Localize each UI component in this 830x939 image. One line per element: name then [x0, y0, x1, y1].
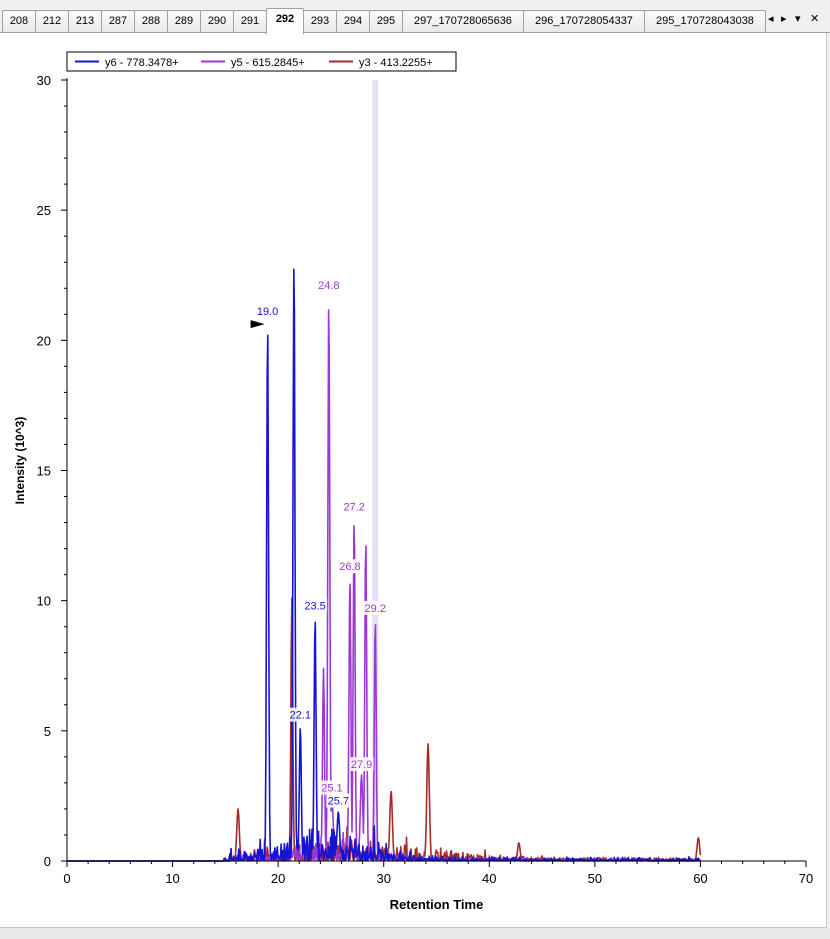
y-tick-label: 30	[37, 73, 51, 88]
tab-296_170728054337[interactable]: 296_170728054337	[523, 10, 645, 32]
y-tick-label: 20	[37, 333, 51, 348]
legend-label: y5 - 615.2845+	[231, 57, 305, 69]
series-1-trace	[66, 309, 701, 862]
status-strip	[0, 928, 830, 939]
y-tick-label: 25	[37, 203, 51, 218]
x-tick-label: 30	[376, 871, 390, 886]
peak-label: 22.1	[290, 710, 311, 722]
peak-label-bg	[337, 559, 362, 574]
y-tick-label: 15	[37, 464, 51, 479]
tab-212[interactable]: 212	[35, 10, 69, 32]
y-tick-label: 10	[37, 594, 51, 609]
peak-label-bg	[326, 793, 351, 808]
x-tick-label: 70	[799, 871, 813, 886]
y-axis-label: Intensity (10^3)	[13, 417, 27, 505]
x-tick-label: 50	[588, 871, 602, 886]
x-tick-label: 20	[271, 871, 285, 886]
peak-label: 24.8	[318, 280, 339, 292]
x-axis-label: Retention Time	[390, 897, 484, 912]
tab-291[interactable]: 291	[233, 10, 267, 32]
tab-287[interactable]: 287	[101, 10, 135, 32]
tab-list-icon[interactable]: ▾	[795, 13, 801, 25]
tab-288[interactable]: 288	[134, 10, 168, 32]
x-tick-label: 40	[482, 871, 496, 886]
rt-marker-arrow-icon	[250, 320, 265, 329]
y-tick-label: 5	[44, 724, 51, 739]
tab-208[interactable]: 208	[2, 10, 36, 32]
peak-label: 25.1	[321, 783, 342, 795]
peak-label: 25.7	[328, 796, 349, 808]
peak-label-bg	[349, 757, 374, 772]
peak-label: 27.2	[343, 501, 364, 513]
x-tick-label: 10	[165, 871, 179, 886]
tab-295[interactable]: 295	[369, 10, 403, 32]
peak-label-bg	[316, 278, 341, 293]
legend-box	[66, 51, 457, 72]
peak-label: 23.5	[304, 600, 325, 612]
x-tick-label: 60	[693, 871, 707, 886]
tab-292[interactable]: 292	[266, 8, 304, 34]
peak-label-bg	[303, 598, 328, 613]
peak-label-bg	[363, 600, 388, 615]
peak-label: 29.2	[365, 603, 386, 615]
y-tick-label: 0	[44, 854, 51, 869]
tab-scroll-left-icon[interactable]: ◂	[768, 13, 774, 25]
chart-panel: 0 10 20 30 40 50 60 70 0 5 10 15 20 25 30 Retention Tim…	[0, 33, 827, 928]
series-line	[66, 597, 702, 862]
tab-290[interactable]: 290	[200, 10, 234, 32]
tab-scroll-right-icon[interactable]: ▸	[781, 13, 787, 25]
peak-label-bg	[288, 707, 313, 722]
peak-label: 27.9	[351, 759, 372, 771]
close-icon[interactable]: ✕	[810, 13, 820, 25]
peak-label-bg	[255, 304, 280, 319]
legend-label: y3 - 413.2255+	[359, 57, 433, 69]
peak-label: 19.0	[257, 306, 278, 318]
tab-293[interactable]: 293	[303, 10, 337, 32]
legend-label: y6 - 778.3478+	[105, 57, 179, 69]
tab-295_170728043038[interactable]: 295_170728043038	[644, 10, 766, 32]
tab-297_170728065636[interactable]: 297_170728065636	[402, 10, 524, 32]
peak-label-bg	[342, 499, 367, 514]
legend: y6 - 778.3478+ y5 - 615.2845+ y3 - 413.225…	[66, 51, 457, 72]
series-0-trace	[66, 268, 702, 862]
series-line	[66, 268, 702, 862]
tab-bar: 208 212 213 287 288 289 290 291 292 293 294 295 297_…	[0, 0, 830, 34]
tab-294[interactable]: 294	[336, 10, 370, 32]
peak-label: 26.8	[339, 561, 360, 573]
series-line	[66, 309, 701, 862]
peak-label-bg	[319, 780, 344, 795]
x-tick-label: 0	[63, 871, 70, 886]
tab-289[interactable]: 289	[167, 10, 201, 32]
series-2-trace	[66, 597, 702, 862]
tab-213[interactable]: 213	[68, 10, 102, 32]
selected-rt-band	[372, 80, 379, 861]
